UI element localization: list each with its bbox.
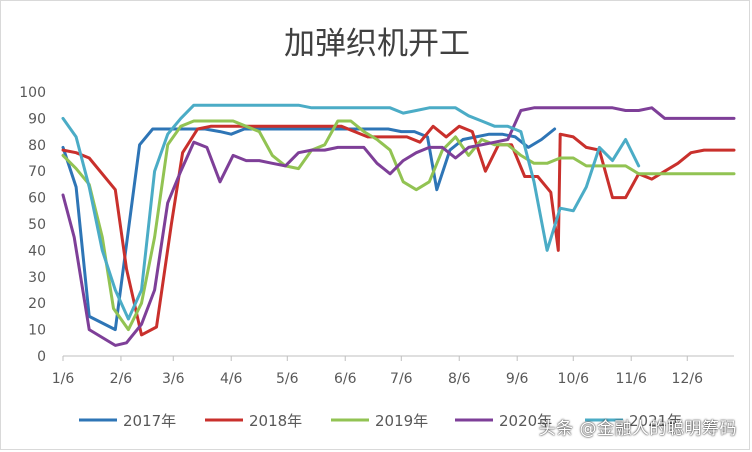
x-tick-label: 9/6 xyxy=(506,371,529,387)
x-tick-label: 4/6 xyxy=(220,371,243,387)
x-tick-label: 1/6 xyxy=(52,371,75,387)
y-tick-label: 90 xyxy=(28,111,46,127)
legend-label: 2020年 xyxy=(499,412,552,430)
y-axis-ticks: 0 10 20 30 40 50 60 70 80 90 100 xyxy=(19,85,46,365)
y-tick-label: 10 xyxy=(28,323,46,339)
legend-label: 2018年 xyxy=(249,412,302,430)
series-line xyxy=(61,127,557,332)
series-line xyxy=(61,124,736,337)
y-tick-label: 80 xyxy=(28,138,46,154)
x-tick-label: 8/6 xyxy=(448,371,471,387)
legend: 2017年 2018年 2019年 2020年 2021年 xyxy=(79,412,682,430)
series-line xyxy=(61,103,641,321)
legend-label: 2021年 xyxy=(629,412,682,430)
x-tick-label: 6/6 xyxy=(334,371,357,387)
series-group xyxy=(61,103,736,347)
series-line xyxy=(61,106,736,347)
x-tick-label: 2/6 xyxy=(110,371,133,387)
chart-title: 加弹织机开工 xyxy=(284,26,470,62)
y-tick-label: 30 xyxy=(28,270,46,286)
y-tick-label: 60 xyxy=(28,191,46,207)
watermark: 头条 @金融人的聪明筹码 xyxy=(538,419,737,439)
y-tick-label: 50 xyxy=(28,217,46,233)
y-tick-label: 20 xyxy=(28,296,46,312)
y-tick-label: 0 xyxy=(37,349,46,365)
x-tick-label: 7/6 xyxy=(390,371,413,387)
x-tick-label: 12/6 xyxy=(672,371,704,387)
x-tick-label: 11/6 xyxy=(615,371,647,387)
x-tick-label: 10/6 xyxy=(558,371,590,387)
y-tick-label: 40 xyxy=(28,243,46,259)
legend-label: 2019年 xyxy=(375,412,428,430)
x-tick-label: 3/6 xyxy=(162,371,185,387)
y-tick-label: 100 xyxy=(19,85,46,101)
legend-label: 2017年 xyxy=(123,412,176,430)
x-tick-label: 5/6 xyxy=(276,371,299,387)
x-axis: 1/6 2/6 3/6 4/6 5/6 6/6 7/6 8/6 9/6 10/6 11/6 12/6 xyxy=(52,355,734,387)
y-tick-label: 70 xyxy=(28,164,46,180)
